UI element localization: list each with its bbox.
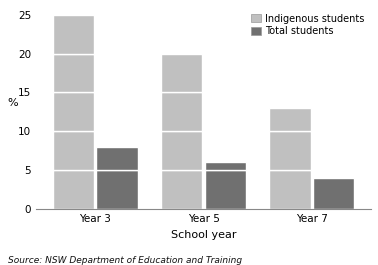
Text: Source: NSW Department of Education and Training: Source: NSW Department of Education and … bbox=[8, 256, 242, 265]
Bar bbox=[161, 54, 202, 92]
Bar bbox=[270, 108, 310, 131]
Bar bbox=[313, 178, 354, 209]
X-axis label: School year: School year bbox=[171, 229, 236, 240]
Bar bbox=[204, 162, 246, 170]
Bar bbox=[270, 170, 310, 209]
Bar bbox=[53, 15, 94, 54]
Bar bbox=[161, 170, 202, 209]
Bar bbox=[53, 54, 94, 92]
Y-axis label: %: % bbox=[7, 98, 17, 108]
Bar bbox=[270, 131, 310, 170]
Bar bbox=[96, 170, 138, 209]
Bar bbox=[53, 92, 94, 131]
Bar bbox=[53, 131, 94, 170]
Bar bbox=[161, 92, 202, 131]
Bar bbox=[53, 170, 94, 209]
Bar bbox=[161, 131, 202, 170]
Bar bbox=[96, 147, 138, 170]
Bar bbox=[204, 170, 246, 209]
Legend: Indigenous students, Total students: Indigenous students, Total students bbox=[249, 12, 366, 38]
